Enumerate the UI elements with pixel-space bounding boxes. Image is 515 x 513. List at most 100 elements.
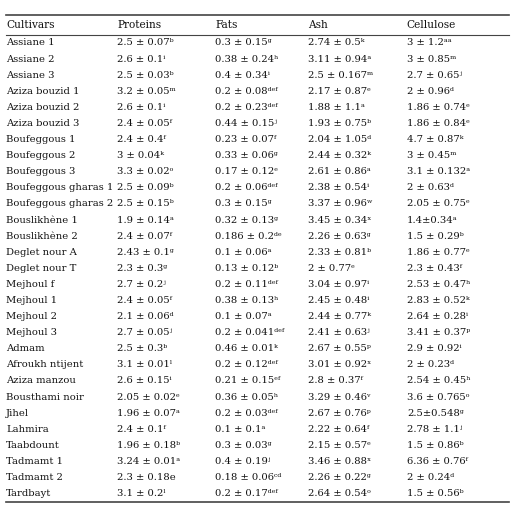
Text: 2.9 ± 0.92ⁱ: 2.9 ± 0.92ⁱ (407, 344, 461, 353)
Text: 0.2 ± 0.17ᵈᵉᶠ: 0.2 ± 0.17ᵈᵉᶠ (215, 489, 278, 498)
Text: Admam: Admam (6, 344, 45, 353)
Text: Cellulose: Cellulose (407, 20, 456, 30)
Text: 2.61 ± 0.86ᵃ: 2.61 ± 0.86ᵃ (308, 167, 371, 176)
Text: Mejhoul f: Mejhoul f (6, 280, 55, 289)
Text: 0.2 ± 0.08ᵈᵉᶠ: 0.2 ± 0.08ᵈᵉᶠ (215, 87, 278, 96)
Text: 2.64 ± 0.28ⁱ: 2.64 ± 0.28ⁱ (407, 312, 468, 321)
Text: 2.15 ± 0.57ᵉ: 2.15 ± 0.57ᵉ (308, 441, 371, 450)
Text: 2.43 ± 0.1ᵍ: 2.43 ± 0.1ᵍ (117, 248, 174, 256)
Text: 1.96 ± 0.07ᵃ: 1.96 ± 0.07ᵃ (117, 409, 180, 418)
Text: 3.45 ± 0.34ˣ: 3.45 ± 0.34ˣ (308, 215, 371, 225)
Text: 3 ± 0.85ᵐ: 3 ± 0.85ᵐ (407, 54, 456, 64)
Text: 3.1 ± 0.132ᵃ: 3.1 ± 0.132ᵃ (407, 167, 470, 176)
Text: 0.23 ± 0.07ᶠ: 0.23 ± 0.07ᶠ (215, 135, 277, 144)
Text: 1.9 ± 0.14ᵃ: 1.9 ± 0.14ᵃ (117, 215, 174, 225)
Text: 2.4 ± 0.1ᶠ: 2.4 ± 0.1ᶠ (117, 425, 166, 434)
Text: Mejhoul 3: Mejhoul 3 (6, 328, 57, 337)
Text: 3.04 ± 0.97ⁱ: 3.04 ± 0.97ⁱ (308, 280, 369, 289)
Text: 0.21 ± 0.15ᵉᶠ: 0.21 ± 0.15ᵉᶠ (215, 377, 281, 385)
Text: 2.54 ± 0.45ʰ: 2.54 ± 0.45ʰ (407, 377, 471, 385)
Text: 2.74 ± 0.5ᵏ: 2.74 ± 0.5ᵏ (308, 38, 365, 47)
Text: 2.3 ± 0.18e: 2.3 ± 0.18e (117, 473, 176, 482)
Text: 2.38 ± 0.54ⁱ: 2.38 ± 0.54ⁱ (308, 183, 369, 192)
Text: 2.64 ± 0.54ᵒ: 2.64 ± 0.54ᵒ (308, 489, 371, 498)
Text: Aziza bouzid 3: Aziza bouzid 3 (6, 119, 79, 128)
Text: 0.2 ± 0.11ᵈᵉᶠ: 0.2 ± 0.11ᵈᵉᶠ (215, 280, 278, 289)
Text: 2.04 ± 1.05ᵈ: 2.04 ± 1.05ᵈ (308, 135, 371, 144)
Text: 1.86 ± 0.77ᵉ: 1.86 ± 0.77ᵉ (407, 248, 470, 256)
Text: 2.26 ± 0.22ᵍ: 2.26 ± 0.22ᵍ (308, 473, 371, 482)
Text: Proteins: Proteins (117, 20, 162, 30)
Text: Tadmamt 2: Tadmamt 2 (6, 473, 63, 482)
Text: 3.1 ± 0.2ˡ: 3.1 ± 0.2ˡ (117, 489, 166, 498)
Text: 2 ± 0.24ᵈ: 2 ± 0.24ᵈ (407, 473, 454, 482)
Text: 0.33 ± 0.06ᵍ: 0.33 ± 0.06ᵍ (215, 151, 278, 160)
Text: Afroukh ntijent: Afroukh ntijent (6, 361, 83, 369)
Text: 0.2 ± 0.06ᵈᵉᶠ: 0.2 ± 0.06ᵈᵉᶠ (215, 183, 278, 192)
Text: 1.5 ± 0.29ᵇ: 1.5 ± 0.29ᵇ (407, 231, 464, 241)
Text: 2.05 ± 0.75ᵉ: 2.05 ± 0.75ᵉ (407, 200, 470, 208)
Text: 0.46 ± 0.01ᵏ: 0.46 ± 0.01ᵏ (215, 344, 278, 353)
Text: Assiane 2: Assiane 2 (6, 54, 55, 64)
Text: Mejhoul 2: Mejhoul 2 (6, 312, 57, 321)
Text: 1.5 ± 0.86ᵇ: 1.5 ± 0.86ᵇ (407, 441, 464, 450)
Text: Boufeggous gharas 2: Boufeggous gharas 2 (6, 200, 113, 208)
Text: 1.86 ± 0.84ᵉ: 1.86 ± 0.84ᵉ (407, 119, 470, 128)
Text: 4.7 ± 0.87ᵏ: 4.7 ± 0.87ᵏ (407, 135, 464, 144)
Text: 3.24 ± 0.01ᵃ: 3.24 ± 0.01ᵃ (117, 457, 181, 466)
Text: 2.4 ± 0.07ᶠ: 2.4 ± 0.07ᶠ (117, 231, 173, 241)
Text: Bouslikhène 1: Bouslikhène 1 (6, 215, 78, 225)
Text: 0.36 ± 0.05ʰ: 0.36 ± 0.05ʰ (215, 392, 279, 402)
Text: Boufeggous gharas 1: Boufeggous gharas 1 (6, 183, 113, 192)
Text: 2.5 ± 0.3ᵇ: 2.5 ± 0.3ᵇ (117, 344, 168, 353)
Text: 0.1 ± 0.1ᵃ: 0.1 ± 0.1ᵃ (215, 425, 266, 434)
Text: 0.13 ± 0.12ᵇ: 0.13 ± 0.12ᵇ (215, 264, 279, 273)
Text: 2 ± 0.77ᵉ: 2 ± 0.77ᵉ (308, 264, 355, 273)
Text: 0.2 ± 0.12ᵈᵉᶠ: 0.2 ± 0.12ᵈᵉᶠ (215, 361, 278, 369)
Text: Tadmamt 1: Tadmamt 1 (6, 457, 63, 466)
Text: Boufeggous 1: Boufeggous 1 (6, 135, 76, 144)
Text: 3 ± 0.45ᵐ: 3 ± 0.45ᵐ (407, 151, 456, 160)
Text: 2 ± 0.63ᵈ: 2 ± 0.63ᵈ (407, 183, 454, 192)
Text: Deglet nour A: Deglet nour A (6, 248, 77, 256)
Text: 2.4 ± 0.05ᶠ: 2.4 ± 0.05ᶠ (117, 119, 173, 128)
Text: 2.53 ± 0.47ʰ: 2.53 ± 0.47ʰ (407, 280, 470, 289)
Text: 3.2 ± 0.05ᵐ: 3.2 ± 0.05ᵐ (117, 87, 176, 96)
Text: Boufeggous 2: Boufeggous 2 (6, 151, 76, 160)
Text: 2.67 ± 0.76ᵖ: 2.67 ± 0.76ᵖ (308, 409, 371, 418)
Text: 2.4 ± 0.05ᶠ: 2.4 ± 0.05ᶠ (117, 296, 173, 305)
Text: 3.11 ± 0.94ᵃ: 3.11 ± 0.94ᵃ (308, 54, 371, 64)
Text: 2.44 ± 0.32ᵏ: 2.44 ± 0.32ᵏ (308, 151, 371, 160)
Text: 2.6 ± 0.15ⁱ: 2.6 ± 0.15ⁱ (117, 377, 172, 385)
Text: 0.32 ± 0.13ᵍ: 0.32 ± 0.13ᵍ (215, 215, 279, 225)
Text: 3 ± 0.04ᵏ: 3 ± 0.04ᵏ (117, 151, 164, 160)
Text: 0.44 ± 0.15ʲ: 0.44 ± 0.15ʲ (215, 119, 277, 128)
Text: 2.8 ± 0.37ᶠ: 2.8 ± 0.37ᶠ (308, 377, 363, 385)
Text: 0.1 ± 0.07ᵃ: 0.1 ± 0.07ᵃ (215, 312, 272, 321)
Text: 3.46 ± 0.88ˣ: 3.46 ± 0.88ˣ (308, 457, 371, 466)
Text: 0.2 ± 0.23ᵈᵉᶠ: 0.2 ± 0.23ᵈᵉᶠ (215, 103, 278, 112)
Text: 2.83 ± 0.52ᵏ: 2.83 ± 0.52ᵏ (407, 296, 470, 305)
Text: Bousthami noir: Bousthami noir (6, 392, 84, 402)
Text: Ash: Ash (308, 20, 328, 30)
Text: 2.5 ± 0.15ᵇ: 2.5 ± 0.15ᵇ (117, 200, 174, 208)
Text: Aziza bouzid 2: Aziza bouzid 2 (6, 103, 79, 112)
Text: Assiane 1: Assiane 1 (6, 38, 55, 47)
Text: 2.4 ± 0.4ᶠ: 2.4 ± 0.4ᶠ (117, 135, 166, 144)
Text: 0.2 ± 0.041ᵈᵉᶠ: 0.2 ± 0.041ᵈᵉᶠ (215, 328, 284, 337)
Text: 2.5±0.548ᵍ: 2.5±0.548ᵍ (407, 409, 464, 418)
Text: 0.38 ± 0.13ʰ: 0.38 ± 0.13ʰ (215, 296, 279, 305)
Text: 2.7 ± 0.65ʲ: 2.7 ± 0.65ʲ (407, 71, 462, 80)
Text: 1.86 ± 0.74ᵉ: 1.86 ± 0.74ᵉ (407, 103, 470, 112)
Text: Taabdount: Taabdount (6, 441, 60, 450)
Text: 1.4±0.34ᵃ: 1.4±0.34ᵃ (407, 215, 457, 225)
Text: 2.5 ± 0.03ᵇ: 2.5 ± 0.03ᵇ (117, 71, 174, 80)
Text: 2.3 ± 0.43ᶠ: 2.3 ± 0.43ᶠ (407, 264, 462, 273)
Text: 1.88 ± 1.1ᵃ: 1.88 ± 1.1ᵃ (308, 103, 365, 112)
Text: 2.67 ± 0.55ᵖ: 2.67 ± 0.55ᵖ (308, 344, 371, 353)
Text: 0.4 ± 0.34ⁱ: 0.4 ± 0.34ⁱ (215, 71, 270, 80)
Text: Fats: Fats (215, 20, 237, 30)
Text: 0.1 ± 0.06ᵃ: 0.1 ± 0.06ᵃ (215, 248, 272, 256)
Text: 2.6 ± 0.1ⁱ: 2.6 ± 0.1ⁱ (117, 54, 166, 64)
Text: 2.7 ± 0.2ʲ: 2.7 ± 0.2ʲ (117, 280, 166, 289)
